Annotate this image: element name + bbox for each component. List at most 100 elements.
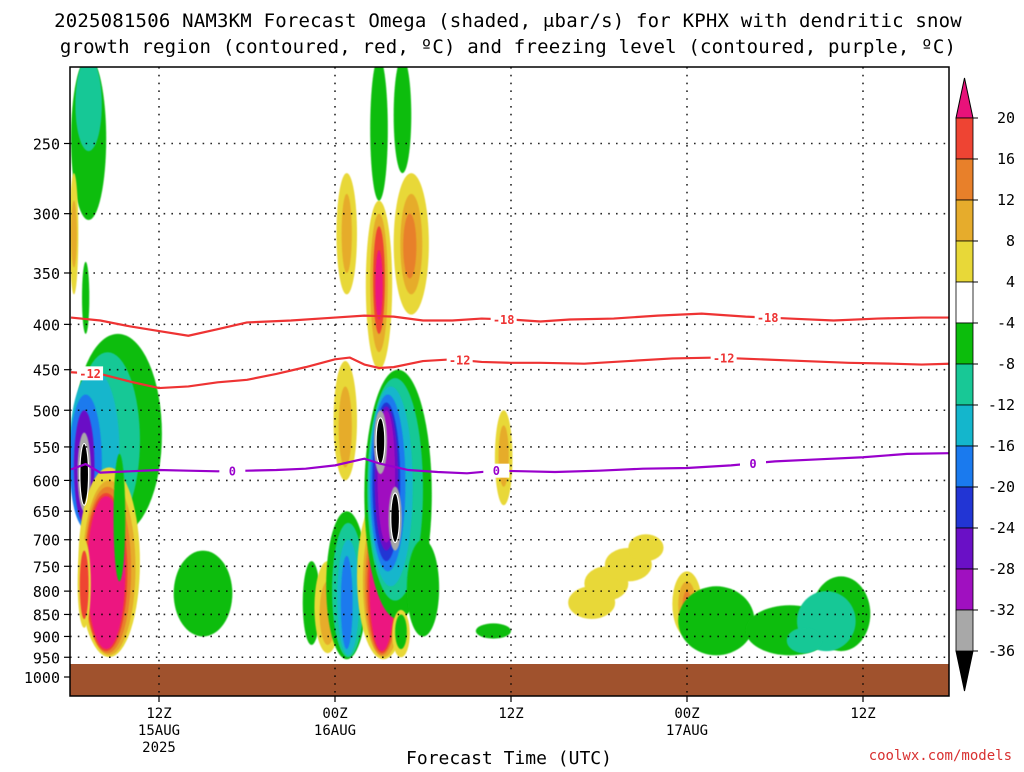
colorbar-segment-5 bbox=[955, 322, 974, 365]
contour-label--18-0: -18 bbox=[493, 313, 515, 327]
omega-region-66 bbox=[628, 534, 664, 562]
colorbar-label-8: -16 bbox=[988, 437, 1015, 455]
core-outline-1 bbox=[390, 492, 401, 544]
y-tick-label-950: 950 bbox=[33, 649, 60, 667]
contour-lines: -18 -18 -12 -12 -12 0 0 0 bbox=[70, 310, 949, 478]
colorbar-bottom-cap bbox=[955, 650, 974, 692]
plot-frame bbox=[69, 66, 950, 697]
core-outline-2 bbox=[79, 442, 90, 506]
y-tick-label-500: 500 bbox=[33, 402, 60, 420]
colorbar-label-7: -12 bbox=[988, 396, 1015, 414]
omega-region-74 bbox=[786, 627, 822, 654]
y-tick-label-700: 700 bbox=[33, 532, 60, 550]
colorbar-label-2: 12 bbox=[997, 191, 1015, 209]
omega-region-51 bbox=[376, 417, 385, 465]
omega-region-4 bbox=[82, 261, 90, 334]
omega-region-29 bbox=[341, 193, 352, 273]
y-tick-label-450: 450 bbox=[33, 362, 60, 380]
colorbar-top-cap bbox=[955, 77, 974, 119]
omega-region-70 bbox=[678, 586, 755, 656]
contour-label-bg-0-1 bbox=[483, 463, 510, 478]
chart-title-line2: growth region (contoured, red, ºC) and f… bbox=[60, 36, 956, 58]
colorbar-label-3: 8 bbox=[1006, 232, 1015, 250]
y-tick-label-1000: 1000 bbox=[24, 669, 60, 687]
contour-label-bg-0-0 bbox=[219, 463, 246, 478]
y-tick-label-400: 400 bbox=[33, 316, 60, 334]
y-tick-label-600: 600 bbox=[33, 472, 60, 490]
colorbar-label-11: -28 bbox=[988, 560, 1015, 578]
x-tick-label-18: 00Z bbox=[322, 706, 347, 722]
y-tick-label-850: 850 bbox=[33, 606, 60, 624]
contour-line--12 bbox=[70, 356, 949, 390]
x-tick-label-30: 12Z bbox=[498, 706, 523, 722]
contour-label--12-1: -12 bbox=[449, 353, 471, 367]
omega-region-56 bbox=[403, 213, 417, 279]
omega-region-53 bbox=[390, 493, 400, 543]
y-tick-label-750: 750 bbox=[33, 558, 60, 576]
colorbar-label-5: -4 bbox=[997, 314, 1015, 332]
omega-region-57 bbox=[406, 539, 440, 637]
colorbar-label-1: 16 bbox=[997, 150, 1015, 168]
colorbar-label-13: -36 bbox=[988, 642, 1015, 660]
gridlines bbox=[70, 67, 949, 696]
x-axis-label: Forecast Time (UTC) bbox=[406, 748, 612, 768]
contour-label-bg-0-2 bbox=[740, 456, 766, 471]
omega-region-19 bbox=[113, 453, 126, 582]
x-tick-date-18: 16AUG bbox=[314, 723, 356, 739]
y-tick-label-900: 900 bbox=[33, 628, 60, 646]
chart-title-line1: 2025081506 NAM3KM Forecast Omega (shaded… bbox=[54, 10, 962, 32]
omega-region-62 bbox=[475, 623, 511, 639]
x-tick-date-42: 17AUG bbox=[666, 723, 708, 739]
x-tick-date-6: 15AUG bbox=[138, 723, 180, 739]
colorbar-segment-4 bbox=[955, 281, 974, 324]
y-tick-label-550: 550 bbox=[33, 439, 60, 457]
colorbar-label-10: -24 bbox=[988, 519, 1015, 537]
contour-label--12-0: -12 bbox=[79, 367, 101, 381]
omega-region-18 bbox=[79, 550, 89, 619]
contour-label-0-1: 0 bbox=[493, 464, 500, 478]
contour-line--18 bbox=[70, 312, 949, 337]
y-tick-label-250: 250 bbox=[33, 136, 60, 154]
contour-label-0-2: 0 bbox=[749, 457, 756, 471]
x-tick-year-6: 2025 bbox=[142, 740, 176, 756]
plot-area: -18 -18 -12 -12 -12 0 0 0 bbox=[70, 67, 949, 696]
omega-region-3 bbox=[71, 200, 77, 268]
colorbar-label-4: 4 bbox=[1006, 273, 1015, 291]
omega-region-1 bbox=[75, 67, 102, 152]
credit-text: coolwx.com/models bbox=[869, 748, 1012, 764]
omega-region-35 bbox=[375, 250, 383, 320]
colorbar-segment-8 bbox=[955, 445, 974, 488]
colorbar-segment-3 bbox=[955, 240, 974, 283]
contour-label-bg--18-1 bbox=[754, 310, 781, 325]
colorbar-segment-7 bbox=[955, 404, 974, 447]
omega-region-59 bbox=[395, 614, 407, 650]
omega-region-37 bbox=[393, 67, 412, 174]
x-tick-label-54: 12Z bbox=[850, 706, 875, 722]
colorbar-segment-0 bbox=[955, 117, 974, 160]
omega-shading bbox=[70, 67, 871, 660]
contour-label--12-2: -12 bbox=[713, 351, 735, 365]
contour-label-bg--12-2 bbox=[710, 350, 737, 365]
contour-label-bg--18-0 bbox=[490, 312, 517, 327]
colorbar-label-6: -8 bbox=[997, 355, 1015, 373]
ground-fill bbox=[70, 664, 949, 696]
y-tick-label-800: 800 bbox=[33, 583, 60, 601]
contour-label-0-0: 0 bbox=[229, 464, 236, 478]
colorbar-segment-1 bbox=[955, 158, 974, 201]
y-tick-label-650: 650 bbox=[33, 503, 60, 521]
contour-label-bg--12-0 bbox=[77, 366, 104, 381]
omega-region-20 bbox=[173, 550, 233, 637]
colorbar-label-12: -32 bbox=[988, 601, 1015, 619]
colorbar-segment-12 bbox=[955, 609, 974, 652]
y-axis: 250 300 350 400 450 500 550 600 650 700 750 800 850 9… bbox=[24, 136, 70, 687]
contour-label--18-1: -18 bbox=[757, 311, 779, 325]
omega-region-31 bbox=[338, 386, 352, 468]
omega-region-27 bbox=[340, 555, 353, 650]
y-tick-label-300: 300 bbox=[33, 206, 60, 224]
omega-region-11 bbox=[79, 443, 89, 506]
x-tick-label-42: 00Z bbox=[674, 706, 699, 722]
colorbar-segment-10 bbox=[955, 527, 974, 570]
x-tick-label-6: 12Z bbox=[146, 706, 171, 722]
